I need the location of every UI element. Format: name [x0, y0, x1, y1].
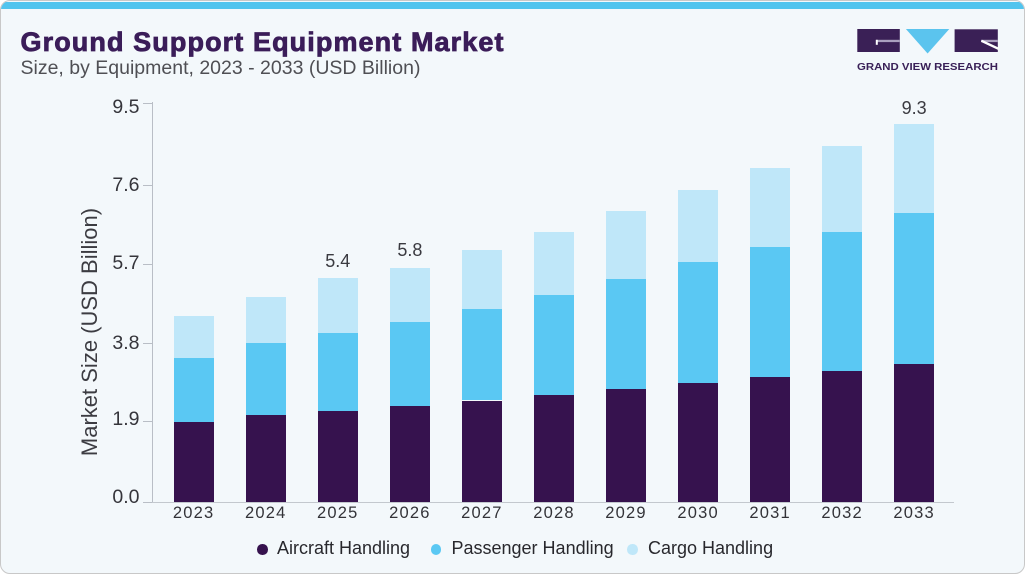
- svg-text:GRAND VIEW RESEARCH: GRAND VIEW RESEARCH: [857, 62, 998, 73]
